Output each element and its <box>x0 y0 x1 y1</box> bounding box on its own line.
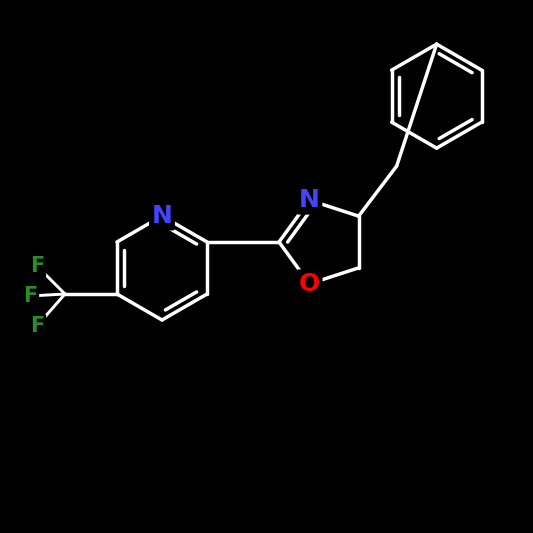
Text: F: F <box>30 316 44 336</box>
Text: O: O <box>299 272 320 296</box>
Text: F: F <box>23 286 37 306</box>
Text: F: F <box>30 256 44 276</box>
Text: N: N <box>151 204 173 228</box>
Text: N: N <box>299 188 320 212</box>
